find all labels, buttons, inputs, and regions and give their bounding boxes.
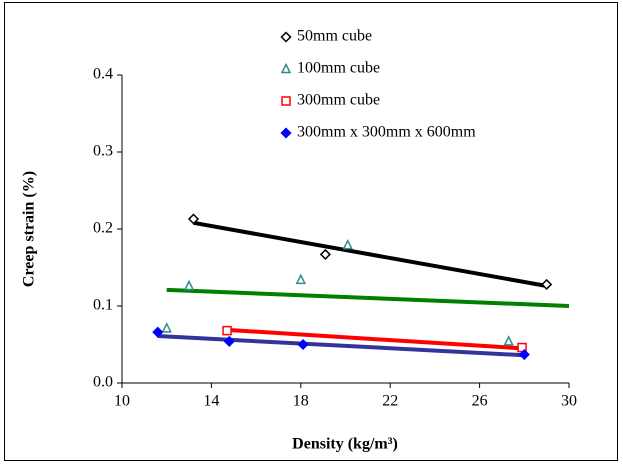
y-tick-label: 0.1 bbox=[93, 297, 113, 314]
point bbox=[187, 213, 200, 225]
trend-line bbox=[166, 287, 570, 308]
point bbox=[223, 335, 235, 347]
legend-label: 300mm cube bbox=[297, 92, 380, 109]
x-tick-label: 14 bbox=[203, 393, 219, 410]
legend-marker bbox=[280, 127, 292, 139]
point bbox=[342, 238, 353, 250]
point bbox=[541, 278, 553, 291]
point bbox=[295, 273, 307, 285]
point bbox=[152, 326, 164, 338]
legend-marker bbox=[280, 62, 292, 74]
legend-label: 100mm cube bbox=[297, 60, 380, 77]
point bbox=[518, 348, 530, 361]
legend-marker bbox=[280, 31, 292, 43]
y-tick-label: 0.4 bbox=[93, 66, 113, 83]
x-tick-label: 18 bbox=[293, 393, 309, 410]
point bbox=[297, 338, 309, 351]
point bbox=[222, 325, 232, 336]
point bbox=[319, 248, 331, 260]
y-tick-label: 0.3 bbox=[93, 143, 113, 160]
trend-line bbox=[157, 334, 525, 358]
point bbox=[183, 279, 195, 291]
x-axis-label: Density (kg/m³) bbox=[292, 436, 398, 453]
x-tick-label: 30 bbox=[561, 393, 577, 410]
x-tick-label: 26 bbox=[472, 393, 488, 410]
trend-line bbox=[193, 220, 548, 288]
y-tick-label: 0.2 bbox=[93, 220, 113, 237]
y-tick-label: 0.0 bbox=[93, 374, 113, 391]
legend-marker bbox=[281, 96, 291, 106]
point bbox=[161, 322, 172, 333]
y-axis-label: Creep strain (%) bbox=[21, 171, 38, 287]
point bbox=[503, 335, 514, 346]
x-tick-label: 10 bbox=[114, 393, 130, 410]
chart-border bbox=[4, 2, 618, 461]
trend-line bbox=[226, 327, 523, 351]
legend-label: 300mm x 300mm x 600mm bbox=[297, 124, 476, 141]
legend-label: 50mm cube bbox=[297, 28, 372, 45]
x-tick-label: 22 bbox=[382, 393, 398, 410]
